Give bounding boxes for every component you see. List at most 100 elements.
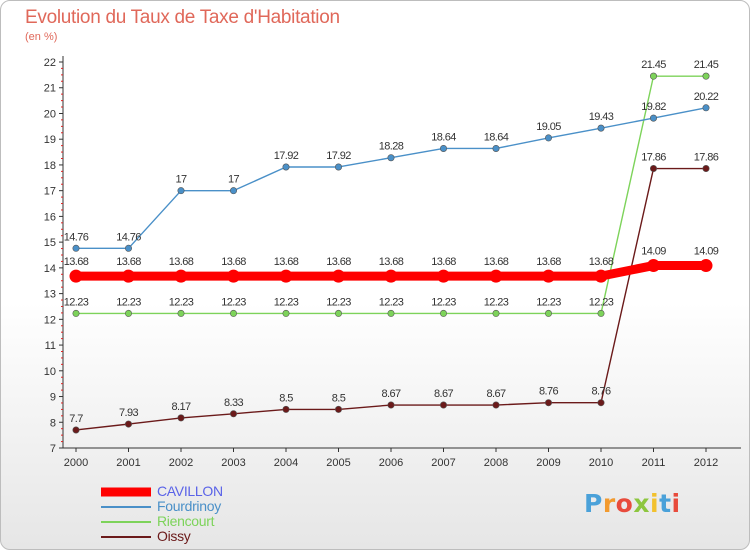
legend-label: Fourdrinoy: [157, 498, 221, 514]
y-tick-label: 19: [44, 134, 56, 146]
y-tick-label: 9: [50, 392, 56, 404]
data-point: [384, 269, 398, 283]
y-tick-label: 12: [44, 314, 56, 326]
x-tick-label: 2003: [221, 457, 245, 469]
data-point: [282, 309, 290, 317]
data-label: 12.23: [379, 296, 404, 308]
data-label: 20.22: [694, 91, 719, 103]
x-tick-label: 2000: [64, 457, 88, 469]
data-point: [439, 144, 447, 152]
data-label: 8.76: [539, 386, 558, 398]
data-label: 12.23: [326, 296, 351, 308]
data-point: [387, 154, 395, 162]
data-point: [544, 134, 552, 142]
data-point: [122, 269, 135, 283]
data-label: 12.23: [64, 296, 89, 308]
data-label: 14.09: [694, 246, 719, 258]
series-cavillon: 13.68 13.68 13.68 13.68 13.68 13.68 13.68 13.68…: [64, 246, 719, 283]
data-label: 13.68: [64, 256, 89, 268]
data-point: [649, 165, 657, 173]
legend-swatch: [101, 535, 151, 538]
data-label: 14.76: [64, 231, 89, 243]
x-tick-label: 2008: [484, 457, 508, 469]
proxiti-logo: Proxiti: [584, 489, 681, 518]
chart-legend: CAVILLON Fourdrinoy Riencourt Oissy: [101, 484, 223, 544]
data-label: 21.45: [641, 59, 666, 71]
data-point: [282, 405, 290, 413]
data-point: [387, 309, 395, 317]
data-label: 12.23: [274, 296, 299, 308]
data-label: 21.45: [694, 59, 719, 71]
data-label: 13.68: [536, 256, 561, 268]
x-tick-label: 2011: [642, 457, 666, 469]
chart-title: Evolution du Taux de Taxe d'Habitation: [25, 7, 340, 28]
data-point: [492, 401, 500, 409]
data-label: 13.68: [274, 256, 299, 268]
data-point: [544, 399, 552, 407]
data-point: [177, 309, 185, 317]
data-point: [125, 420, 133, 428]
logo-letter: x: [633, 489, 650, 518]
legend-swatch: [101, 505, 151, 508]
data-point: [177, 414, 185, 422]
data-point: [649, 114, 657, 122]
data-point: [177, 187, 185, 195]
data-point: [544, 309, 552, 317]
data-label: 8.67: [434, 388, 453, 400]
data-point: [69, 269, 83, 283]
data-label: 18.64: [431, 131, 456, 143]
y-tick-label: 14: [44, 263, 56, 275]
x-tick-label: 2005: [326, 457, 350, 469]
data-label: 8.5: [332, 392, 346, 404]
data-point: [334, 309, 342, 317]
y-tick-label: 18: [44, 160, 56, 172]
data-point: [647, 259, 660, 273]
x-tick-label: 2004: [274, 457, 298, 469]
data-label: 13.68: [326, 256, 351, 268]
legend-item-oissy: Oissy: [101, 529, 223, 544]
data-point: [125, 244, 133, 252]
logo-letter: o: [615, 489, 634, 518]
y-tick-label: 13: [44, 289, 56, 301]
legend-label: CAVILLON: [157, 483, 223, 499]
legend-label: Riencourt: [157, 513, 215, 529]
data-label: 13.68: [169, 256, 194, 268]
data-label: 18.28: [379, 141, 404, 153]
y-tick-label: 8: [50, 417, 56, 429]
data-point: [125, 309, 133, 317]
logo-letter: P: [584, 489, 603, 518]
data-label: 14.76: [116, 231, 141, 243]
data-point: [492, 144, 500, 152]
data-point: [174, 269, 188, 283]
data-point: [439, 309, 447, 317]
y-tick-label: 16: [44, 211, 56, 223]
data-point: [387, 401, 395, 409]
data-label: 13.68: [589, 256, 614, 268]
data-label: 13.68: [221, 256, 246, 268]
y-tick-label: 7: [50, 443, 56, 455]
data-label: 17: [228, 174, 240, 186]
data-point: [334, 163, 342, 171]
data-label: 7.93: [119, 407, 138, 419]
data-point: [597, 309, 605, 317]
data-point: [72, 309, 80, 317]
logo-letter: r: [602, 489, 616, 518]
data-label: 8.33: [224, 397, 243, 409]
legend-item-fourdrinoy: Fourdrinoy: [101, 499, 223, 514]
legend-item-cavillon: CAVILLON: [101, 484, 223, 499]
x-tick-label: 2001: [116, 457, 140, 469]
data-point: [230, 309, 238, 317]
data-point: [72, 426, 80, 434]
legend-label: Oissy: [157, 528, 191, 544]
data-label: 8.67: [486, 388, 505, 400]
y-tick-label: 21: [44, 83, 56, 95]
data-point: [702, 72, 710, 80]
data-point: [72, 244, 80, 252]
data-label: 12.23: [221, 296, 246, 308]
data-point: [702, 104, 710, 112]
y-tick-label: 17: [44, 186, 56, 198]
data-label: 12.23: [169, 296, 194, 308]
data-point: [230, 187, 238, 195]
data-label: 12.23: [116, 296, 141, 308]
data-label: 12.23: [484, 296, 509, 308]
